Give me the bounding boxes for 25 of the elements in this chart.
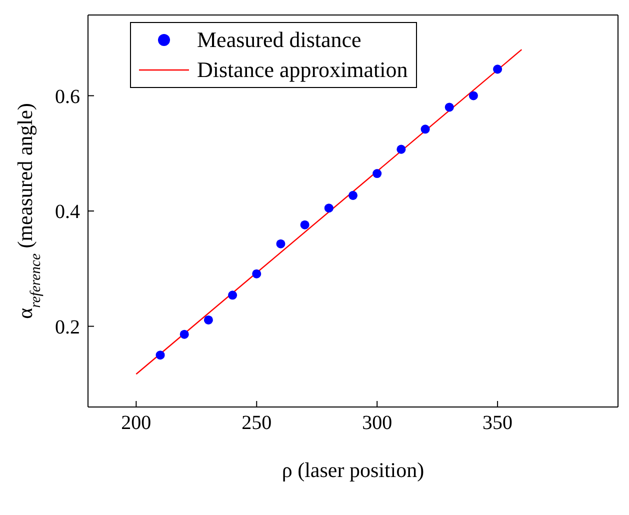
point (348, 190, 358, 200)
x-axis-title: ρ (laser position) (282, 458, 424, 482)
point (444, 102, 454, 112)
y-tick-label: 0.6 (55, 86, 80, 108)
point (468, 91, 478, 100)
point (156, 350, 165, 360)
y-tick-label: 0.4 (55, 201, 80, 224)
point (300, 220, 310, 230)
x-tick-label: 250 (242, 412, 272, 434)
x-tick-label: 200 (121, 412, 152, 434)
x-tick-label: 300 (362, 412, 392, 434)
point (180, 330, 189, 339)
y-tick-label: 0.2 (55, 316, 80, 338)
x-tick-label: 350 (482, 412, 513, 434)
point (228, 290, 238, 300)
legend-label: Measured distance (197, 26, 362, 54)
point (276, 239, 286, 248)
point (396, 144, 406, 154)
point (252, 269, 262, 278)
legend-label: Distance approximation (197, 56, 408, 84)
point (493, 64, 502, 74)
point (204, 315, 213, 324)
point (324, 204, 334, 213)
point (420, 124, 430, 134)
point (372, 169, 382, 178)
